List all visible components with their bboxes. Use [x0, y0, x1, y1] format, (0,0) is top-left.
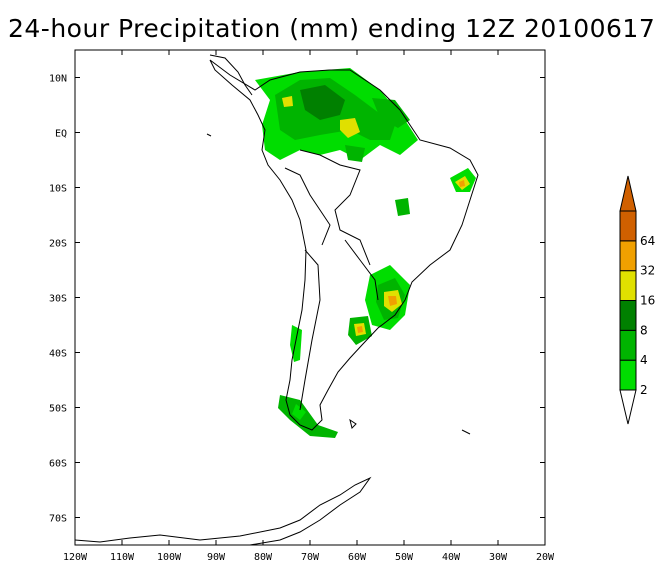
colorbar-box [619, 359, 637, 391]
latitude-ticks: 10N EQ 10S 20S 30S 40S 50S 60S 70S [49, 74, 545, 525]
precip-area-north-heavy [300, 85, 345, 120]
colorbar: 2 4 8 16 32 64 [619, 175, 655, 425]
lat-tick-label: 20S [49, 239, 67, 250]
lon-tick-label: 50W [395, 552, 414, 563]
central-america [209, 54, 253, 96]
lon-tick-label: 120W [63, 552, 88, 563]
lat-tick-label: 60S [49, 459, 67, 470]
colorbar-label: 2 [640, 383, 648, 397]
falklands [349, 418, 357, 429]
colorbar-box [619, 240, 637, 272]
precip-area-north-yellow2 [282, 96, 293, 107]
lat-tick-label: EQ [55, 129, 67, 140]
colorbar-box [619, 270, 637, 301]
precip-area-north-yellow [340, 118, 360, 138]
precip-area-south-orange [388, 296, 397, 306]
precip-area-northeast-orange [459, 180, 465, 187]
argentina-border [344, 239, 379, 301]
precip-area-guyana [372, 98, 410, 128]
longitude-ticks: 120W 110W 100W 90W 80W 70W 60W 50W 40W 30W 20W [63, 50, 555, 563]
colorbar-box [619, 329, 637, 361]
colorbar-box [619, 210, 637, 242]
peru-border [284, 167, 331, 246]
south-georgia [461, 429, 471, 435]
lon-tick-label: 100W [157, 552, 182, 563]
lat-tick-label: 30S [49, 294, 67, 305]
lat-tick-label: 10S [49, 184, 67, 195]
precip-area-central [395, 198, 410, 216]
antarctica [74, 476, 372, 546]
colorbar-label: 16 [640, 294, 655, 308]
lon-tick-label: 80W [254, 552, 273, 563]
colorbar-label: 64 [640, 234, 655, 248]
lat-tick-label: 10N [49, 74, 67, 85]
lon-tick-label: 110W [110, 552, 135, 563]
lon-tick-label: 70W [301, 552, 320, 563]
lon-tick-label: 60W [348, 552, 367, 563]
colorbar-label: 32 [640, 264, 655, 278]
precip-area-patagonia [278, 395, 338, 438]
andes-border [299, 249, 321, 411]
colorbar-label: 8 [640, 323, 648, 337]
precip-area-patagonia-light [292, 404, 306, 420]
precip-area-chile [290, 325, 302, 362]
brazil-border [299, 149, 371, 266]
precipitation-shading [255, 68, 476, 438]
colorbar-high-triangle [619, 175, 637, 212]
colorbar-label: 4 [640, 353, 648, 367]
map-title: 24-hour Precipitation (mm) ending 12Z 20… [8, 14, 656, 43]
lon-tick-label: 90W [207, 552, 226, 563]
precip-area-buenos-aires-orange [357, 326, 363, 333]
colorbar-low-triangle [619, 389, 637, 425]
lat-tick-label: 40S [49, 349, 67, 360]
lat-tick-label: 70S [49, 514, 67, 525]
lon-tick-label: 40W [442, 552, 461, 563]
south-america-coast [209, 59, 479, 431]
galapagos [206, 133, 212, 137]
colorbar-box [619, 300, 637, 331]
lat-tick-label: 50S [49, 404, 67, 415]
lon-tick-label: 30W [489, 552, 508, 563]
lon-tick-label: 20W [536, 552, 555, 563]
precip-area-amazon [345, 145, 365, 162]
